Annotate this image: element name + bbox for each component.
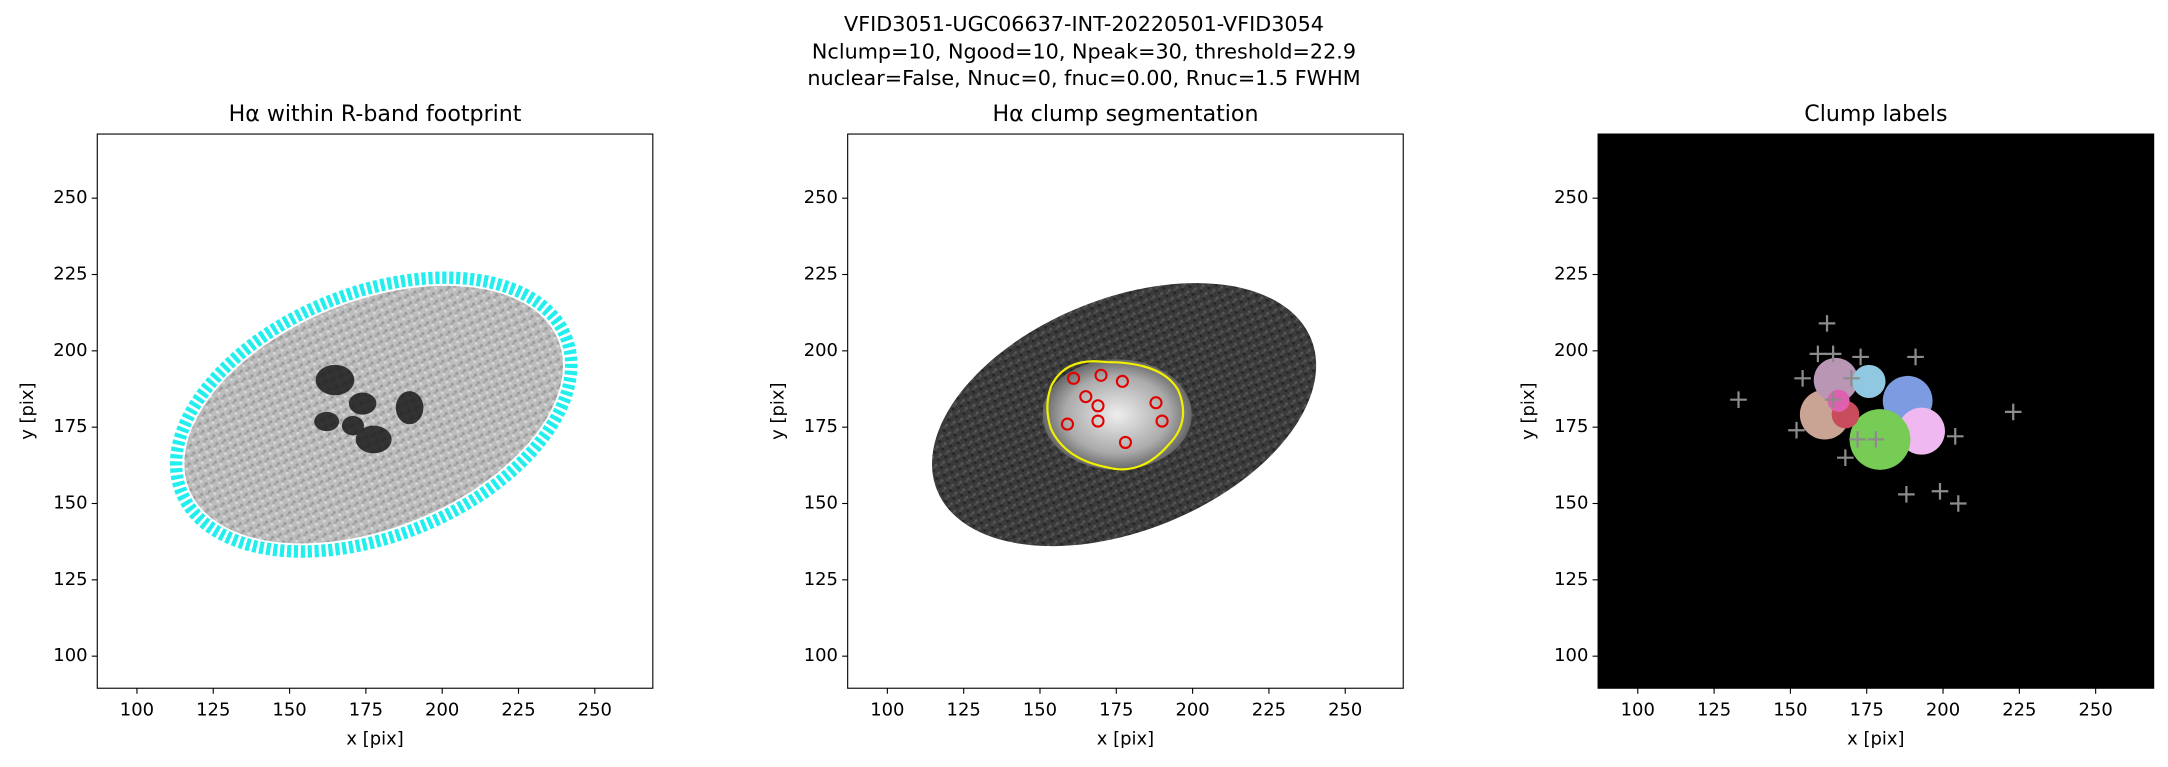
x-tick-label: 200 [1175,699,1209,720]
axes-frame [1597,133,2155,689]
x-tick-label: 175 [349,699,383,720]
y-axis-label: y [pix] [768,382,789,439]
y-tick-label: 225 [53,264,87,285]
x-tick-label: 125 [1697,699,1731,720]
peak-marker [1818,315,1836,332]
peak-marker [1852,348,1869,366]
y-tick-label: 175 [53,416,87,437]
peak-marker [1898,486,1915,503]
y-tick-label: 250 [53,187,87,208]
x-axis-label: x [pix] [1097,728,1154,749]
clump-marker [1115,374,1129,388]
peak-marker [1946,428,1964,445]
y-tick-label: 150 [804,493,838,514]
clump-marker [1155,414,1169,428]
y-tick-label: 175 [1554,416,1588,437]
y-tick-label: 250 [1554,187,1588,208]
clump-marker [1094,368,1108,382]
clump-marker [1091,414,1105,428]
x-axis-label: x [pix] [346,728,403,749]
clump-marker [1060,417,1075,431]
x-tick-label: 200 [425,699,459,720]
suptitle: Nclump=10, Ngood=10, Npeak=30, threshold… [812,40,1356,64]
image [97,134,653,689]
image [847,134,1404,689]
peak-marker [1788,421,1805,439]
peak-marker [1824,345,1842,363]
y-tick-label: 250 [804,187,838,208]
y-tick-label: 100 [53,645,87,666]
suptitle: VFID3051-UGC06637-INT-20220501-VFID3054 [844,12,1324,36]
x-tick-label: 250 [1328,699,1362,720]
peak-marker [1950,495,1967,512]
y-tick-label: 225 [804,264,838,285]
x-tick-label: 100 [870,699,904,720]
y-tick-label: 200 [1554,340,1588,361]
x-tick-label: 125 [947,699,981,720]
x-tick-label: 225 [2002,699,2036,720]
peak-marker [1843,370,1860,387]
axes-title: Clump labels [1804,101,1947,127]
y-tick-label: 125 [1554,569,1588,590]
x-tick-label: 250 [2079,699,2113,720]
y-axis-label: y [pix] [17,382,38,439]
axes-frame [847,133,1404,689]
peak-marker [1809,345,1827,363]
image [1598,134,2154,689]
peak-marker [1730,391,1747,408]
x-tick-label: 175 [1099,699,1133,720]
peak-marker [1837,449,1854,466]
axes-title: Hα clump segmentation [992,101,1258,127]
x-tick-label: 225 [501,699,535,720]
clump-marker [1091,399,1105,413]
x-tick-label: 175 [1850,699,1884,720]
x-axis-label: x [pix] [1847,728,1904,749]
x-tick-label: 225 [1252,699,1286,720]
x-tick-label: 150 [272,699,306,720]
y-tick-label: 200 [804,340,838,361]
axes-frame [96,133,654,689]
x-tick-label: 150 [1023,699,1057,720]
x-tick-label: 150 [1773,699,1807,720]
y-tick-label: 100 [804,645,838,666]
x-tick-label: 200 [1926,699,1960,720]
y-tick-label: 125 [804,569,838,590]
x-tick-label: 100 [1621,699,1655,720]
y-tick-label: 125 [53,569,87,590]
peak-marker [1931,482,1949,500]
clump-marker [1079,390,1093,404]
y-tick-label: 200 [53,340,87,361]
peak-marker [1824,391,1842,408]
axes-title: Hα within R-band footprint [229,101,522,127]
clump-marker [1067,371,1081,385]
y-tick-label: 150 [53,493,87,514]
peak-marker [1794,370,1811,387]
y-tick-label: 150 [1554,493,1588,514]
y-axis-label: y [pix] [1518,382,1539,439]
clump-marker [1149,396,1163,410]
x-tick-label: 250 [578,699,612,720]
y-tick-label: 225 [1554,264,1588,285]
y-tick-label: 100 [1554,645,1588,666]
x-tick-label: 125 [196,699,230,720]
peak-marker [1849,431,1866,448]
peak-marker [1867,431,1885,448]
peak-marker [2004,403,2022,421]
x-tick-label: 100 [120,699,154,720]
y-tick-label: 175 [804,416,838,437]
clump-marker [1118,435,1133,450]
peak-marker [1907,348,1924,366]
suptitle: nuclear=False, Nnuc=0, fnuc=0.00, Rnuc=1… [807,66,1360,90]
